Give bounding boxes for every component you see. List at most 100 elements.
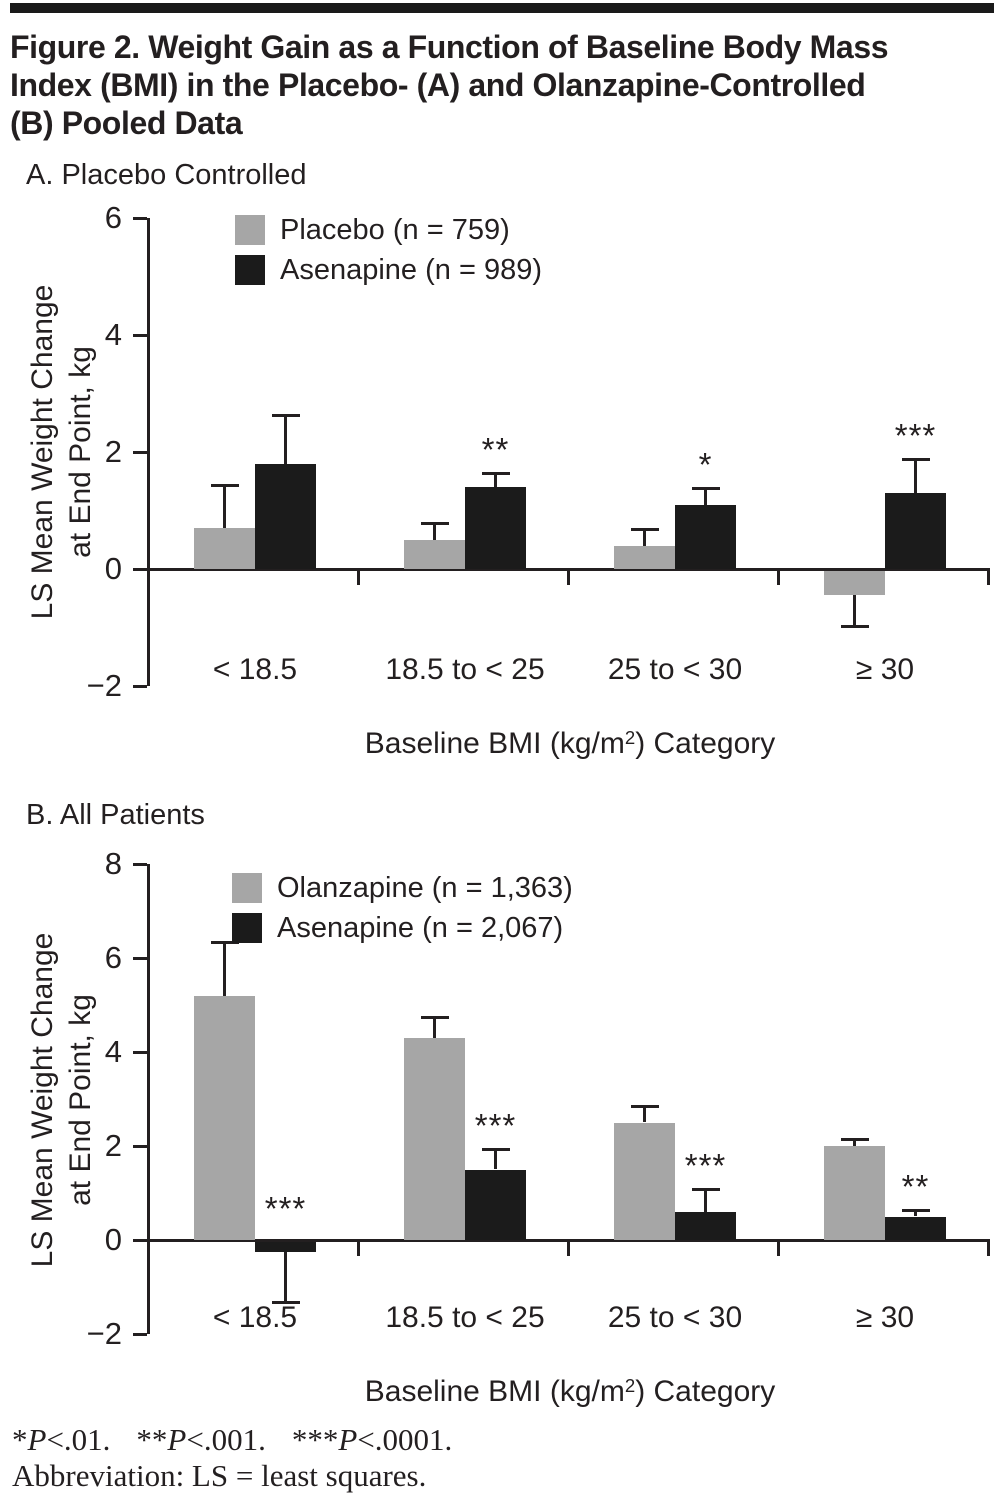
plot-area-a: LS Mean Weight Change at End Point, kg 6… xyxy=(26,200,990,703)
category-label: < 18.5 xyxy=(212,1301,298,1334)
y-tick-label: −2 xyxy=(86,1316,122,1351)
x-axis-title-text: ) Category xyxy=(635,727,776,760)
category-label: 25 to < 30 xyxy=(607,1301,743,1334)
p-variable: P xyxy=(167,1422,187,1457)
x-axis-title-text: Baseline BMI (kg/m xyxy=(364,1375,625,1408)
error-bar-line xyxy=(494,1150,497,1170)
error-bar-line xyxy=(643,530,646,546)
x-axis-tick xyxy=(987,570,990,585)
significance-stars: *** xyxy=(291,1422,339,1457)
figure-title: Figure 2. Weight Gain as a Function of B… xyxy=(10,28,997,142)
error-bar-cap xyxy=(420,1016,449,1020)
bar xyxy=(675,504,736,569)
bar xyxy=(465,487,526,569)
error-bar-cap xyxy=(271,1301,300,1305)
panel-b-label: B. All Patients xyxy=(26,799,205,831)
legend: Placebo (n = 759) Asenapine (n = 989) xyxy=(235,210,542,290)
x-axis-tick xyxy=(987,1241,990,1256)
y-axis-title-line: LS Mean Weight Change xyxy=(26,932,59,1268)
y-tick xyxy=(133,216,147,220)
significance-label: * xyxy=(698,446,713,484)
bar xyxy=(404,1037,465,1240)
panel-a-x-axis-title: Baseline BMI (kg/m2) Category xyxy=(150,720,990,762)
y-tick-label: 6 xyxy=(104,200,122,235)
significance-stars: ** xyxy=(136,1422,168,1457)
y-axis-title-line: at End Point, kg xyxy=(64,994,97,1206)
category-label: < 18.5 xyxy=(212,653,298,686)
bar xyxy=(404,539,465,569)
legend: Olanzapine (n = 1,363) Asenapine (n = 2,0… xyxy=(232,868,573,948)
significance-label: *** xyxy=(264,1190,307,1227)
bar xyxy=(675,1211,736,1240)
y-tick-label: 8 xyxy=(104,846,122,881)
legend-item: Asenapine (n = 2,067) xyxy=(232,908,573,948)
p-threshold: <.001. xyxy=(186,1422,266,1457)
significance-label: *** xyxy=(894,416,937,454)
error-bar-cap xyxy=(271,413,300,417)
y-tick xyxy=(133,450,147,454)
x-axis-tick xyxy=(567,1241,570,1256)
error-bar-line xyxy=(223,943,226,996)
legend-label: Placebo (n = 759) xyxy=(280,213,510,246)
legend-swatch xyxy=(235,215,265,245)
error-bar-cap xyxy=(630,527,659,531)
panel-b-y-axis-title: LS Mean Weight Change at End Point, kg xyxy=(24,865,100,1335)
plot-area-b: LS Mean Weight Change at End Point, kg 8… xyxy=(26,846,990,1351)
x-axis-tick xyxy=(357,1241,360,1256)
y-tick xyxy=(133,684,147,688)
x-axis-title-superscript: 2 xyxy=(624,1375,636,1396)
legend-item: Placebo (n = 759) xyxy=(235,210,542,250)
y-axis-title-line: LS Mean Weight Change xyxy=(26,284,59,620)
significance-footnote-item: *P<.01. xyxy=(12,1422,110,1457)
bar xyxy=(465,1169,526,1240)
error-bar-cap xyxy=(210,484,239,488)
x-axis-tick xyxy=(777,1241,780,1256)
error-bar-cap xyxy=(481,1147,510,1151)
x-axis-tick xyxy=(357,570,360,585)
significance-stars: * xyxy=(12,1422,28,1457)
bar xyxy=(824,570,885,596)
bar xyxy=(885,492,946,569)
error-bar-cap xyxy=(420,522,449,526)
y-tick xyxy=(133,333,147,337)
x-axis-title-text: Baseline BMI (kg/m xyxy=(364,727,625,760)
error-bar-cap xyxy=(901,457,930,461)
y-tick-label: 4 xyxy=(104,317,122,352)
error-bar-cap xyxy=(210,940,239,944)
error-bar-line xyxy=(914,1211,917,1217)
category-label: ≥ 30 xyxy=(855,1301,915,1334)
legend-label: Olanzapine (n = 1,363) xyxy=(277,871,573,904)
significance-label: *** xyxy=(684,1146,727,1184)
error-bar-cap xyxy=(691,1187,720,1191)
error-bar-cap xyxy=(481,472,510,476)
legend-item: Asenapine (n = 989) xyxy=(235,250,542,290)
error-bar-line xyxy=(914,460,917,493)
error-bar-cap xyxy=(630,1105,659,1109)
legend-swatch xyxy=(232,913,262,943)
y-tick xyxy=(133,862,147,866)
error-bar-line xyxy=(704,490,707,505)
bar xyxy=(255,463,316,569)
figure-title-line: Figure 2. Weight Gain as a Function of B… xyxy=(10,29,889,65)
x-axis-title-superscript: 2 xyxy=(624,727,636,748)
category-label: ≥ 30 xyxy=(855,653,915,686)
y-tick-label: 0 xyxy=(104,1222,122,1257)
y-tick-label: 4 xyxy=(104,1034,122,1069)
legend-label: Asenapine (n = 989) xyxy=(280,253,542,286)
error-bar-line xyxy=(704,1190,707,1212)
bar xyxy=(614,1122,675,1240)
y-tick xyxy=(133,956,147,960)
x-axis-tick xyxy=(777,570,780,585)
bar xyxy=(614,545,675,569)
x-axis-line xyxy=(150,1238,990,1242)
error-bar-cap xyxy=(840,624,869,628)
legend-label: Asenapine (n = 2,067) xyxy=(277,911,564,944)
figure-title-line: (B) Pooled Data xyxy=(10,105,243,141)
y-tick xyxy=(133,1050,147,1054)
x-axis-line xyxy=(150,567,990,571)
p-threshold: <.01. xyxy=(46,1422,111,1457)
y-tick xyxy=(133,1238,147,1242)
y-tick-label: 0 xyxy=(104,551,122,586)
significance-label: ** xyxy=(481,431,510,469)
